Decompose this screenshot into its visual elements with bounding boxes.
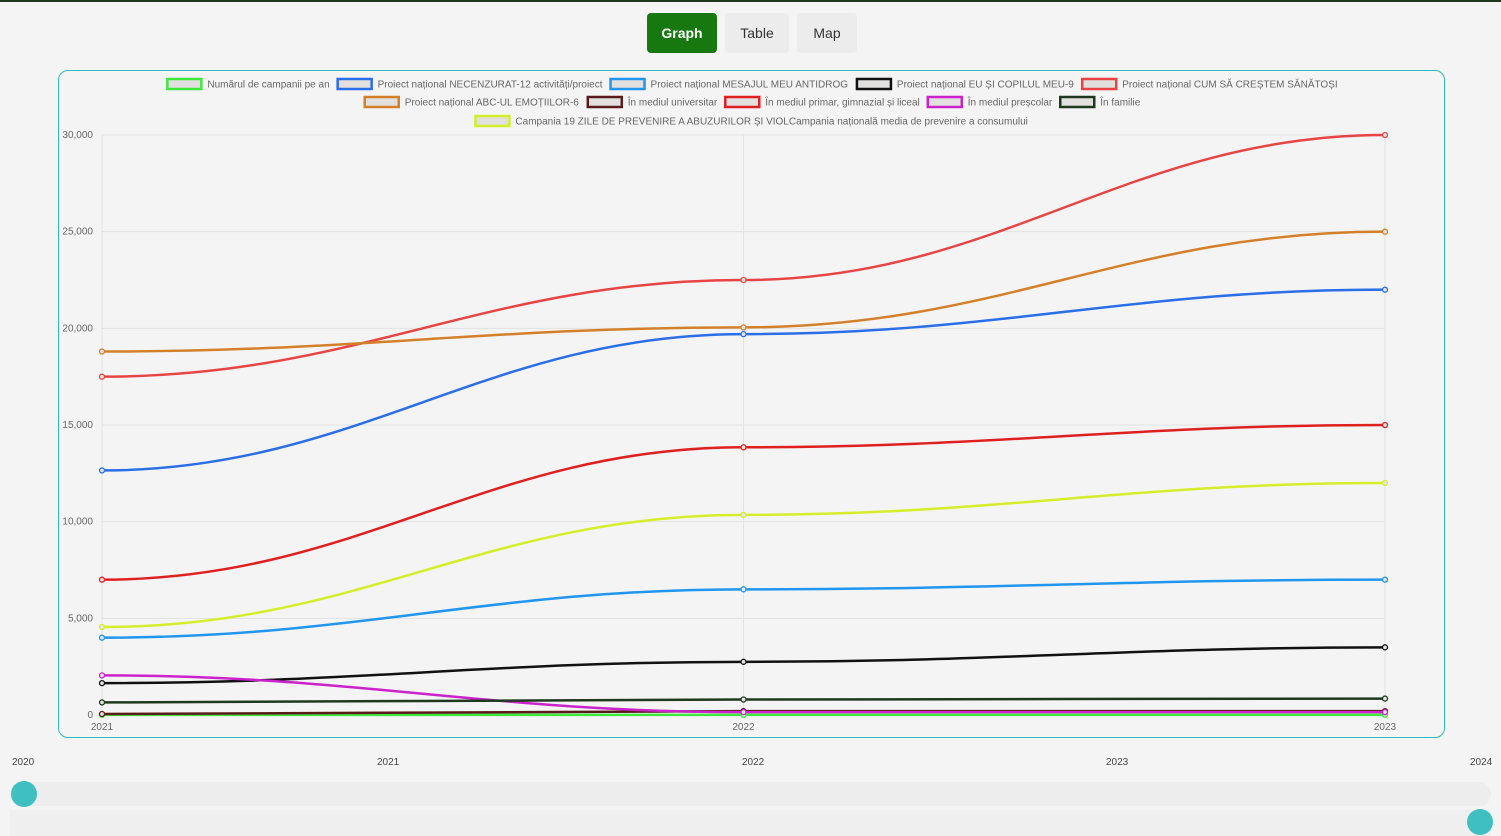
legend-swatch	[1059, 95, 1096, 109]
data-point	[1381, 421, 1389, 429]
tab-table[interactable]: Table	[725, 13, 789, 53]
x-tick-label: 2022	[732, 722, 755, 733]
legend-label: Proiect național CUM SĂ CREȘTEM SĂNĂTOȘI	[1122, 78, 1337, 91]
legend-label: Proiect național ABC-UL EMOȚIILOR-6	[405, 98, 580, 109]
data-point	[1381, 479, 1389, 487]
range-label-end: 2024	[1470, 757, 1493, 768]
data-point	[740, 444, 747, 451]
data-point	[740, 324, 747, 331]
data-point	[98, 576, 106, 583]
data-point	[1381, 228, 1389, 235]
range-label-start: 2020	[12, 757, 35, 768]
legend-swatch	[474, 114, 511, 128]
legend-label: În familie	[1099, 96, 1140, 109]
legend-label: Proiect național EU ȘI COPILUL MEU-9	[897, 80, 1074, 91]
data-point	[98, 348, 106, 355]
data-point	[98, 634, 106, 641]
legend-label: Proiect național NECENZURAT-12 activităț…	[378, 80, 603, 91]
legend-swatch	[724, 95, 761, 109]
data-point	[740, 511, 747, 519]
y-tick-label: 5,000	[68, 613, 93, 624]
data-point	[740, 276, 747, 284]
legend-swatch	[166, 77, 203, 91]
tab-map[interactable]: Map	[797, 13, 857, 53]
legend-swatch	[855, 77, 893, 91]
view-tabs: Graph Table Map	[647, 13, 857, 53]
data-point	[1381, 131, 1389, 139]
data-point	[740, 330, 747, 338]
range-label-2021: 2021	[377, 757, 400, 768]
legend-swatch	[926, 95, 964, 109]
top-border	[0, 0, 1501, 2]
data-point	[1381, 708, 1389, 716]
data-point	[1381, 695, 1389, 702]
data-point	[1381, 644, 1389, 651]
data-point	[98, 373, 106, 380]
y-tick-label: 0	[87, 710, 93, 721]
legend-label: În mediul primar, gimnazial și liceal	[764, 96, 920, 109]
data-point	[740, 586, 747, 593]
y-tick-label: 10,000	[62, 517, 93, 528]
legend-label: În mediul universitar	[627, 96, 718, 109]
legend-label: Campania 19 ZILE DE PREVENIRE A ABUZURIL…	[515, 117, 1027, 128]
year-range-slider[interactable]	[10, 782, 1491, 806]
legend-label: Numărul de campanii pe an	[207, 80, 329, 91]
legend-swatch	[1080, 77, 1118, 91]
data-point	[98, 672, 106, 679]
data-point	[98, 699, 106, 706]
chart-container: 0 5,000 10,000 15,000 20,000 25,000 30,000 2021…	[58, 70, 1445, 738]
data-point	[740, 708, 747, 716]
data-point	[98, 467, 106, 474]
x-tick-label: 2021	[91, 722, 114, 733]
slider-end-handle[interactable]	[1467, 809, 1493, 835]
y-tick-label: 30,000	[62, 130, 93, 141]
data-point	[740, 658, 747, 665]
tab-graph[interactable]: Graph	[647, 13, 717, 53]
legend-swatch	[609, 77, 646, 91]
x-tick-label: 2023	[1374, 722, 1397, 733]
legend-swatch	[336, 77, 373, 91]
data-point	[98, 679, 106, 687]
year-range-slider-lower	[10, 810, 1491, 836]
line-chart: 0 5,000 10,000 15,000 20,000 25,000 30,000 2021…	[62, 77, 1397, 734]
legend-swatch	[586, 95, 624, 109]
y-tick-label: 25,000	[62, 227, 93, 238]
range-label-2022: 2022	[742, 757, 765, 768]
y-tick-label: 15,000	[62, 420, 93, 431]
y-tick-label: 20,000	[62, 323, 93, 334]
legend-label: Proiect național MESAJUL MEU ANTIDROG	[651, 80, 849, 91]
data-point	[1381, 576, 1389, 583]
data-point	[740, 696, 747, 703]
range-label-2023: 2023	[1106, 757, 1129, 768]
legend-label: În mediul preșcolar	[967, 96, 1053, 109]
data-point	[1381, 286, 1389, 293]
data-point	[98, 623, 106, 631]
data-point	[98, 710, 106, 718]
slider-start-handle[interactable]	[11, 781, 37, 807]
legend-swatch	[363, 95, 400, 109]
